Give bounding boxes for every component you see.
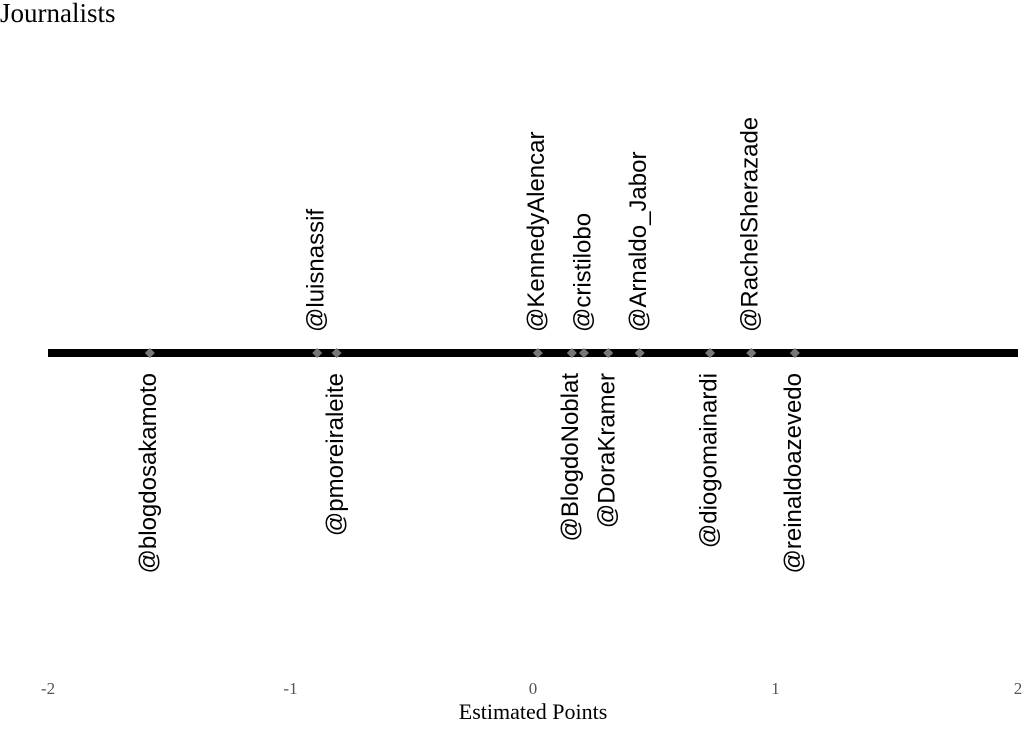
point-label: @reinaldoazevedo (780, 373, 807, 574)
point (789, 348, 800, 358)
point-label: @KennedyAlencar (523, 132, 550, 332)
point-label: @Arnaldo_Jabor (625, 152, 652, 332)
point-label: @blogdosakamoto (135, 373, 162, 573)
point-label: @DoraKramer (594, 373, 621, 528)
point (634, 348, 645, 358)
x-tick-label: -2 (41, 679, 55, 698)
point-label: @luisnassif (303, 209, 330, 332)
x-axis-label: Estimated Points (459, 699, 608, 724)
point (603, 348, 614, 358)
point-label: @pmoreiraleite (322, 373, 349, 536)
point-label: @RachelSherazade (737, 117, 764, 332)
point-label: @cristilobo (569, 213, 596, 332)
point-label: @diogomainardi (695, 373, 722, 548)
x-tick-label: 0 (529, 679, 538, 698)
point (144, 348, 155, 358)
x-tick-label: 1 (771, 679, 780, 698)
point-label: @BlogdoNoblat (557, 373, 584, 542)
x-tick-label: 2 (1014, 679, 1023, 698)
point (312, 348, 323, 358)
point (705, 348, 716, 358)
point (578, 348, 589, 358)
point (331, 348, 342, 358)
x-tick-label: -1 (283, 679, 297, 698)
point (532, 348, 543, 358)
chart-title: Journalists (0, 0, 116, 28)
point (566, 348, 577, 358)
point (746, 348, 757, 358)
